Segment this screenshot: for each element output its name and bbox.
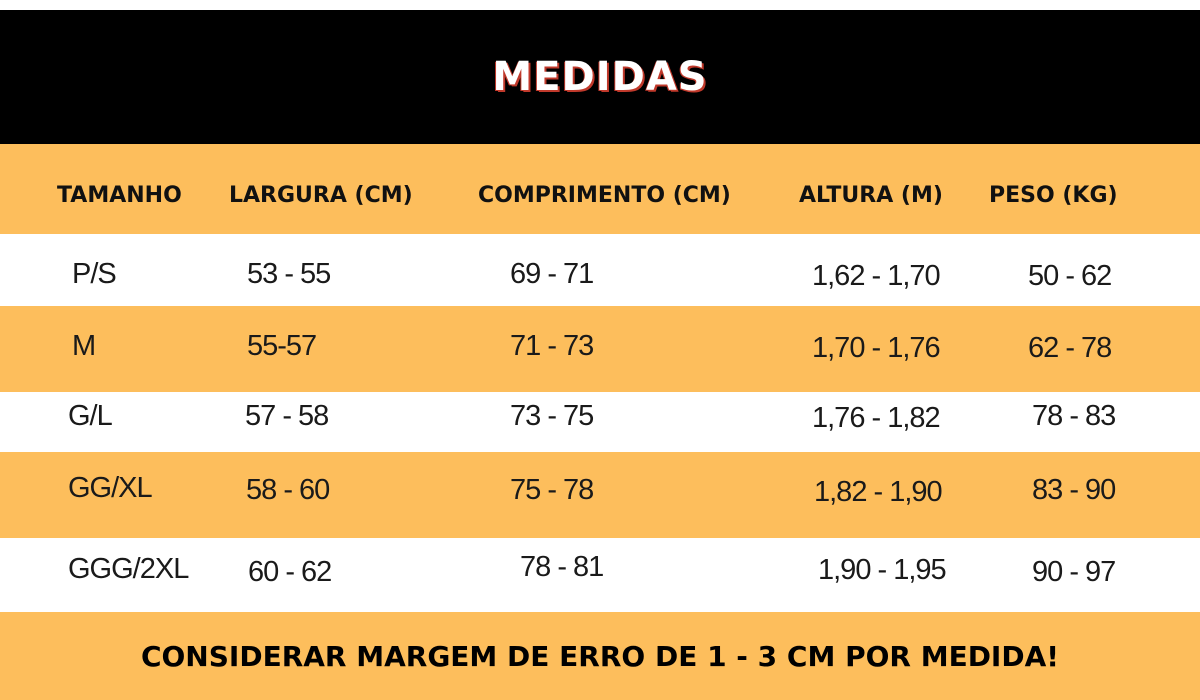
cell-height: 1,70 - 1,76 <box>812 332 941 364</box>
cell-size: G/L <box>68 400 113 432</box>
row-stripe-m <box>0 306 1200 392</box>
cell-weight: 50 - 62 <box>1028 260 1112 292</box>
cell-size: P/S <box>72 258 117 290</box>
footer-banner <box>0 612 1200 700</box>
header-altura: ALTURA (M) <box>799 183 943 208</box>
cell-weight: 62 - 78 <box>1028 332 1112 364</box>
cell-length: 71 - 73 <box>510 330 594 362</box>
header-tamanho: TAMANHO <box>57 183 182 208</box>
header-peso: PESO (KG) <box>989 183 1118 208</box>
page-title: MEDIDAS <box>492 54 708 100</box>
header-largura: LARGURA (CM) <box>229 183 413 208</box>
cell-width: 60 - 62 <box>248 556 332 588</box>
cell-size: GGG/2XL <box>68 553 189 585</box>
footer-note: CONSIDERAR MARGEM DE ERRO DE 1 - 3 CM PO… <box>140 640 1060 673</box>
header-comprimento: COMPRIMENTO (CM) <box>478 183 731 208</box>
cell-height: 1,90 - 1,95 <box>818 554 947 586</box>
cell-length: 69 - 71 <box>510 258 594 290</box>
cell-length: 78 - 81 <box>520 551 604 583</box>
row-stripe-ggxl <box>0 452 1200 538</box>
title-banner <box>0 10 1200 144</box>
cell-weight: 78 - 83 <box>1032 400 1116 432</box>
cell-width: 57 - 58 <box>245 400 329 432</box>
cell-height: 1,82 - 1,90 <box>814 476 943 508</box>
cell-height: 1,62 - 1,70 <box>812 260 941 292</box>
cell-weight: 83 - 90 <box>1032 474 1116 506</box>
cell-length: 73 - 75 <box>510 400 594 432</box>
cell-height: 1,76 - 1,82 <box>812 402 941 434</box>
cell-width: 53 - 55 <box>247 258 331 290</box>
cell-width: 58 - 60 <box>246 474 330 506</box>
cell-weight: 90 - 97 <box>1032 556 1116 588</box>
header-row-background <box>0 144 1200 234</box>
cell-size: GG/XL <box>68 472 153 504</box>
cell-length: 75 - 78 <box>510 474 594 506</box>
cell-size: M <box>72 330 96 362</box>
cell-width: 55-57 <box>247 330 317 362</box>
